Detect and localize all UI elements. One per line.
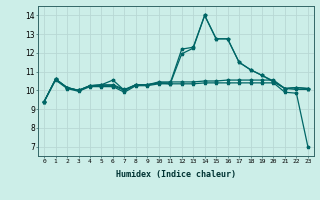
X-axis label: Humidex (Indice chaleur): Humidex (Indice chaleur)	[116, 170, 236, 179]
